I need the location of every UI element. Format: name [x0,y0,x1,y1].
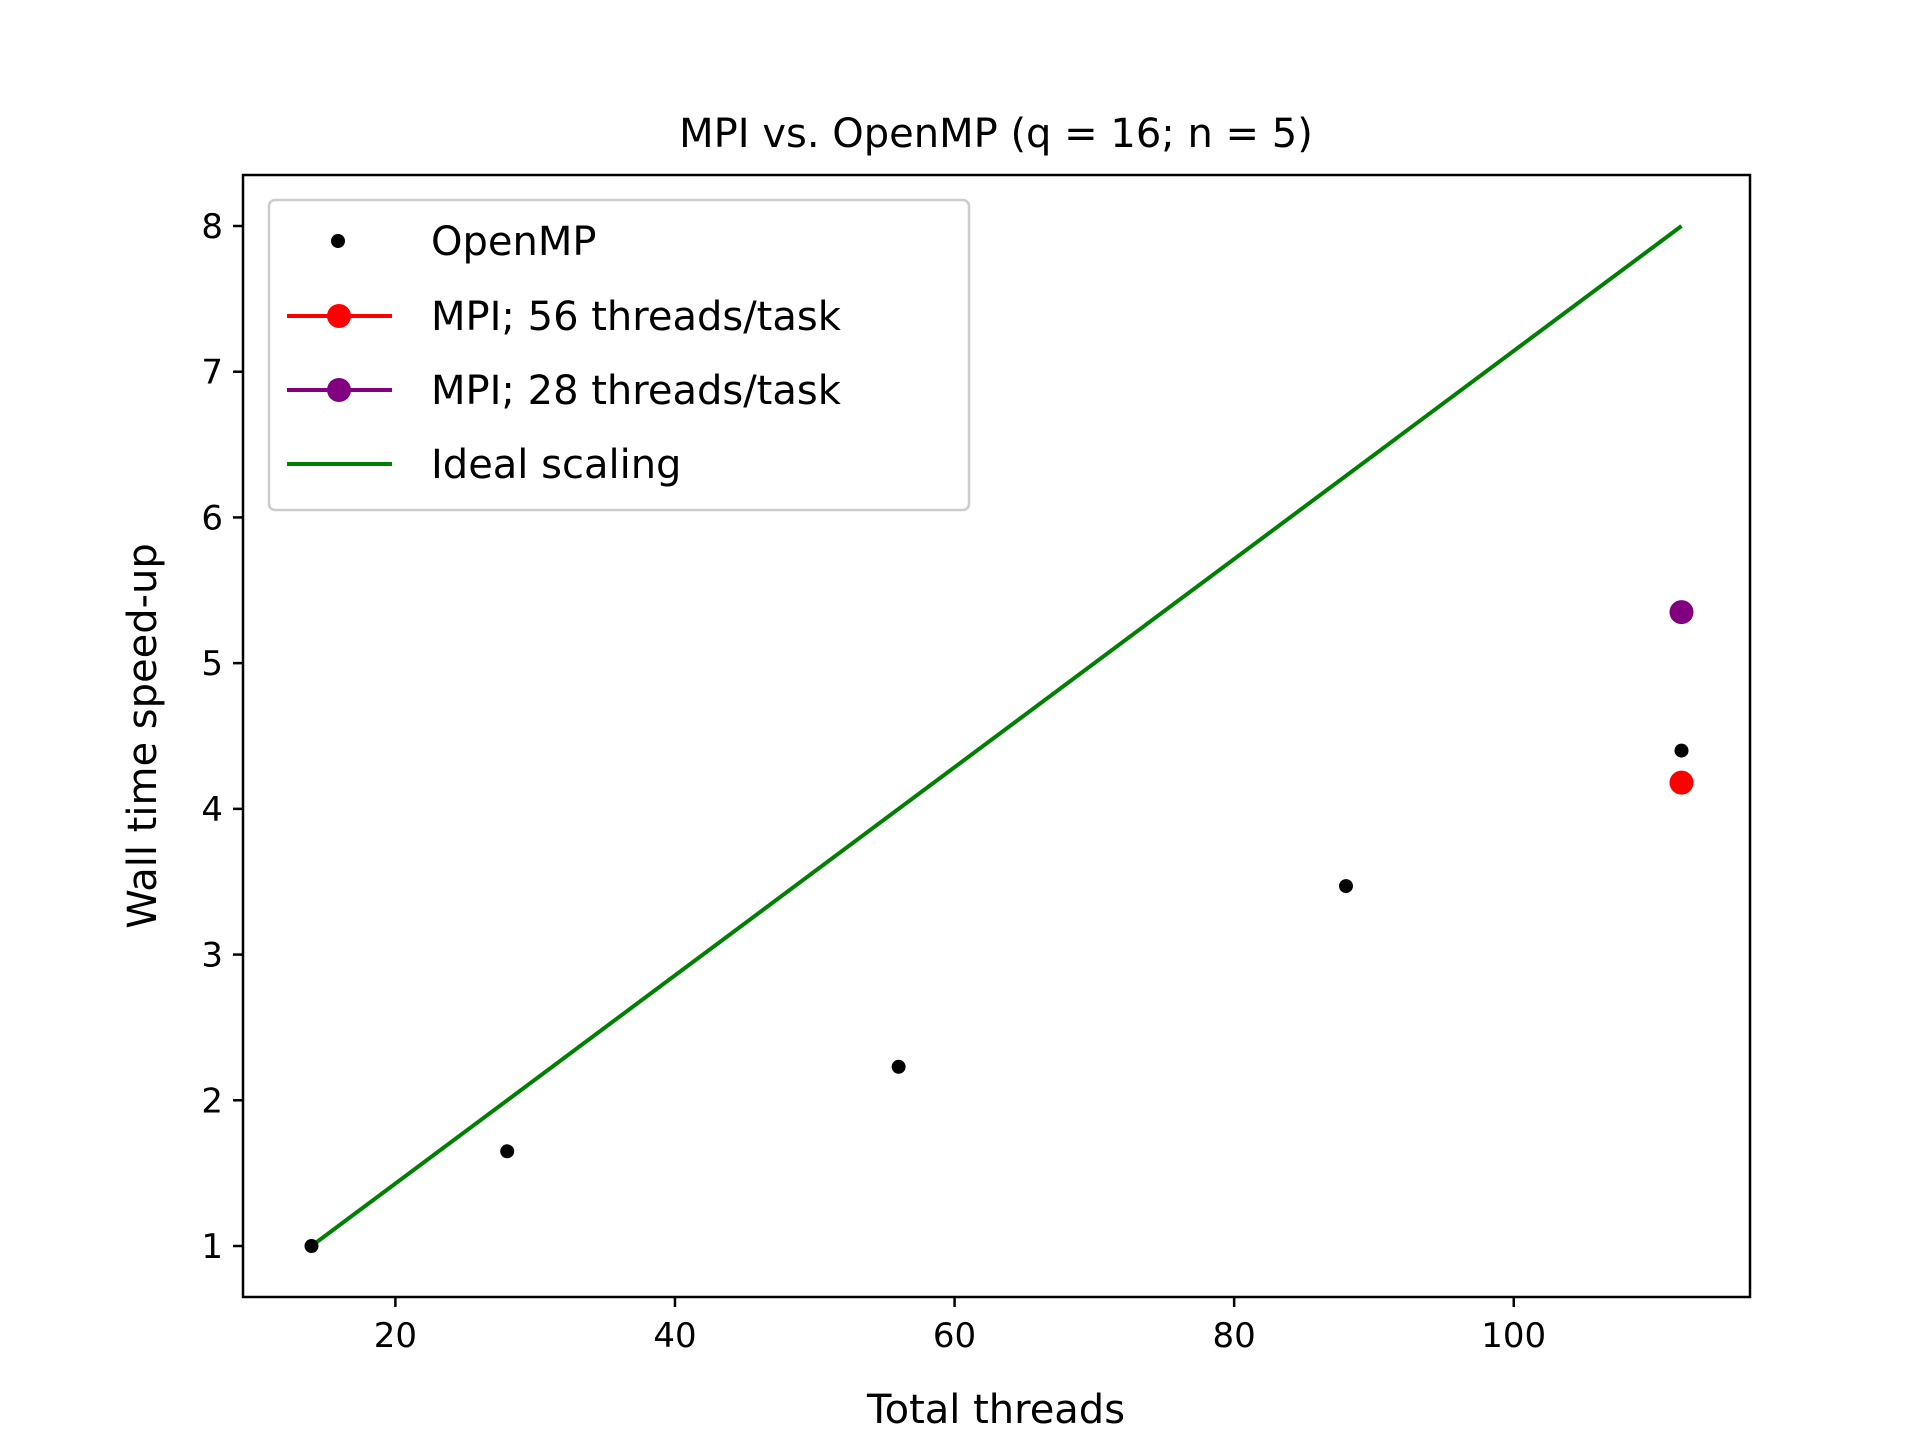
x-tick-label: 20 [374,1316,417,1356]
y-tick-label: 3 [201,936,223,976]
y-tick-label: 4 [201,790,223,830]
openmp-point [500,1144,515,1159]
y-tick-label: 2 [201,1081,223,1121]
legend-swatch-openmp [331,234,345,248]
chart-title: MPI vs. OpenMP (q = 16; n = 5) [679,111,1313,157]
openmp-point [891,1059,906,1074]
y-tick-label: 1 [201,1227,223,1267]
openmp-point [1338,879,1353,894]
y-tick-label: 5 [201,644,223,684]
legend-label-mpi-56-threads-task: MPI; 56 threads/task [431,294,842,340]
y-tick-label: 7 [201,353,223,393]
openmp-point [304,1239,319,1253]
legend-label-openmp: OpenMP [431,219,596,265]
legend-frame [267,198,971,512]
openmp-point [1674,743,1689,758]
ideal-scaling-line [310,224,1683,1248]
y-tick-label: 8 [201,207,223,247]
x-tick-label: 100 [1481,1316,1546,1356]
x-tick-label: 80 [1213,1316,1256,1356]
chart-marks [304,224,1694,1253]
y-axis: 1 2 3 4 5 6 7 8 [201,207,243,1267]
y-axis-label: Wall time speed-up [120,543,166,929]
x-axis-label: Total threads [866,1387,1125,1433]
x-tick-label: 60 [933,1316,976,1356]
x-tick-label: 40 [653,1316,696,1356]
mpi-56-threads-task-point [1669,770,1694,795]
legend-label-ideal-scaling: Ideal scaling [431,442,681,488]
mpi-28-threads-task-point [1669,600,1694,625]
y-tick-label: 6 [201,498,223,538]
legend-marker-mpi-28-threads-task [327,378,351,402]
legend-label-mpi-28-threads-task: MPI; 28 threads/task [431,368,842,414]
legend-marker-mpi-56-threads-task [327,304,351,328]
x-axis: 20 40 60 80 100 [374,1297,1546,1356]
legend: OpenMP MPI; 56 threads/task MPI; 28 thread… [267,198,971,512]
plot-frame [241,173,1752,1299]
